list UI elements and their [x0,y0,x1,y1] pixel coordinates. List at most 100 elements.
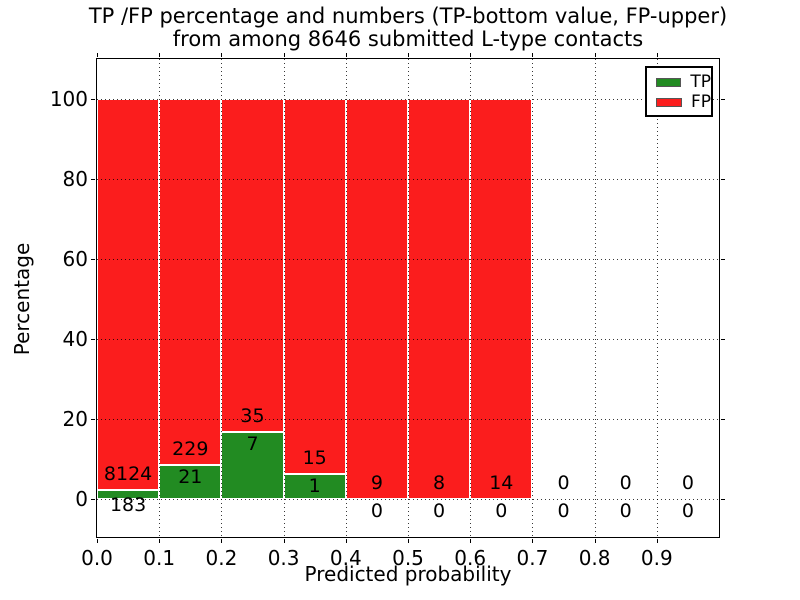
x-tick-label: 0.3 [267,546,300,570]
y-tick-right [721,99,725,100]
bar-segment-fp [345,99,408,499]
bar-label-fp: 0 [681,472,694,494]
x-tick-top [656,53,658,57]
gridline-vertical [221,59,223,537]
gridline-vertical [656,59,658,537]
x-tick-label: 0.6 [454,546,487,570]
bar-label-fp: 9 [370,472,383,494]
y-tick-label: 40 [62,327,88,351]
y-tick [91,99,95,100]
x-tick [97,539,98,543]
bar-segment-tp [283,474,346,499]
bar-segment-tp [159,465,222,499]
bar-segment-fp [283,99,346,474]
gridline-vertical [345,59,347,537]
bar-label-fp: 14 [489,472,514,494]
x-tick [594,539,596,543]
plot-area: 8124 183 229 21 35 7 15 1 9 0 8 0 14 0 0 0 0 0 0 0 TP FP [96,58,720,538]
x-tick [656,539,658,543]
legend: TP FP [645,66,713,117]
y-tick [91,259,95,260]
bar-label-fp: 0 [557,472,570,494]
bar-segment-fp [97,99,160,491]
x-tick [159,539,161,543]
x-tick-label: 0.7 [516,546,549,570]
x-tick-top [159,53,161,57]
x-tick-label: 0.1 [143,546,176,570]
x-tick [470,539,472,543]
bar-label-tp: 0 [619,500,632,522]
x-tick-top [97,53,98,57]
chart-title: TP /FP percentage and numbers (TP-bottom… [58,5,758,51]
bar-label-tp: 21 [178,466,203,489]
tp-swatch-icon [656,77,682,87]
bar-label-tp: 0 [433,500,446,522]
x-tick [221,539,223,543]
gridline-vertical [159,59,161,537]
bar-label-fp: 8 [433,472,446,494]
x-tick-label: 0.2 [205,546,238,570]
legend-item-tp: TP [647,72,711,92]
gridline-vertical [408,59,409,537]
bar-label-tp: 0 [370,500,383,522]
y-tick-label: 60 [62,247,88,271]
grid-layer [97,59,719,537]
x-tick-top [470,53,472,57]
bar-segment-fp [408,99,471,499]
y-tick-label: 100 [49,87,88,111]
y-tick [91,499,95,500]
bar-segment-tp [97,490,160,499]
x-tick-label: 0.9 [640,546,673,570]
x-tick-top [532,53,534,57]
bar-label-tp: 183 [109,494,147,517]
y-tick [91,339,95,340]
bar-label-tp: 0 [681,500,694,522]
bar-label-fp: 229 [172,438,209,461]
gridline-vertical [470,59,472,537]
x-tick [408,539,409,543]
x-tick-top [594,53,596,57]
bars-layer [97,59,719,537]
bar-label-tp: 1 [308,475,321,498]
bar-label-tp: 7 [246,433,259,456]
x-tick-top [345,53,347,57]
y-tick-right [721,339,725,340]
bar-label-tp: 0 [495,500,508,522]
y-tick-right [721,419,725,420]
gridline-vertical [532,59,534,537]
gridline-vertical [594,59,596,537]
x-tick-label: 0.4 [329,546,362,570]
bar-label-tp: 0 [557,500,570,522]
y-tick-label: 80 [62,167,88,191]
y-tick [91,419,95,420]
x-tick [532,539,534,543]
y-tick-right [721,259,725,260]
x-tick-label: 0.8 [578,546,611,570]
x-tick-top [221,53,223,57]
gridline-vertical [283,59,285,537]
bar-label-fp: 8124 [103,463,153,486]
x-axis-label: Predicted probability [304,562,512,586]
x-tick-label: 0.5 [392,546,424,570]
x-tick-top [283,53,285,57]
y-axis-label: Percentage [10,242,34,356]
bar-label-fp: 0 [619,472,632,494]
chart-title-line2: from among 8646 submitted L-type contact… [172,27,644,51]
x-tick-label: 0.0 [81,546,113,570]
y-tick-label: 0 [75,487,88,511]
legend-label-tp: TP [690,72,711,92]
y-tick [91,179,95,180]
bar-segment-fp [221,99,284,433]
x-tick-top [408,53,409,57]
y-tick-label: 20 [62,407,88,431]
y-tick-right [721,179,725,180]
x-tick [283,539,285,543]
chart-title-line1: TP /FP percentage and numbers (TP-bottom… [88,4,728,28]
legend-label-fp: FP [690,92,711,112]
legend-item-fp: FP [647,92,711,112]
bar-label-fp: 15 [302,447,327,470]
fp-swatch-icon [656,97,682,107]
x-tick [345,539,347,543]
y-tick-right [721,499,725,500]
